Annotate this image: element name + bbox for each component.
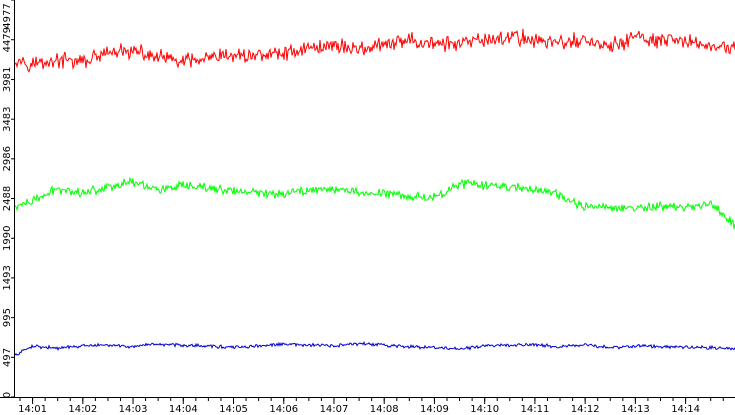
y-tick-label: 497 — [2, 348, 13, 367]
x-tick-label: 14:11 — [520, 404, 549, 415]
y-tick-label: 2986 — [2, 146, 13, 171]
series-line-3 — [14, 340, 735, 356]
x-tick-label: 14:01 — [18, 404, 47, 415]
x-tick-label: 14:02 — [68, 404, 97, 415]
series-layer — [14, 28, 735, 356]
y-tick-label: 3483 — [2, 106, 13, 131]
x-tick-label: 14:12 — [571, 404, 600, 415]
x-tick-label: 14:06 — [269, 404, 298, 415]
x-axis: 14:01 14:02 14:03 14:04 14:05 14:06 14:07 14:08… — [0, 397, 735, 415]
y-tick-label: 2488 — [2, 186, 13, 211]
y-tick-label: 4977 — [2, 3, 13, 28]
y-tick-label: 4479 — [2, 27, 13, 52]
x-tick-label: 14:03 — [119, 404, 148, 415]
series-line-1 — [14, 28, 735, 73]
y-tick-label: 3981 — [2, 67, 13, 92]
y-tick-label: 0 — [2, 392, 13, 398]
x-tick-label: 14:08 — [370, 404, 399, 415]
x-tick-label: 14:09 — [420, 404, 449, 415]
x-tick-label: 14:05 — [219, 404, 248, 415]
x-tick-label: 14:10 — [470, 404, 499, 415]
y-tick-label: 1493 — [2, 265, 13, 290]
y-tick-label: 995 — [2, 308, 13, 327]
series-line-2 — [14, 176, 735, 230]
x-tick-label: 14:14 — [671, 404, 700, 415]
x-tick-label: 14:07 — [320, 404, 349, 415]
y-tick-label: 1990 — [2, 226, 13, 251]
x-tick-label: 14:13 — [621, 404, 650, 415]
x-tick-label: 14:04 — [169, 404, 198, 415]
